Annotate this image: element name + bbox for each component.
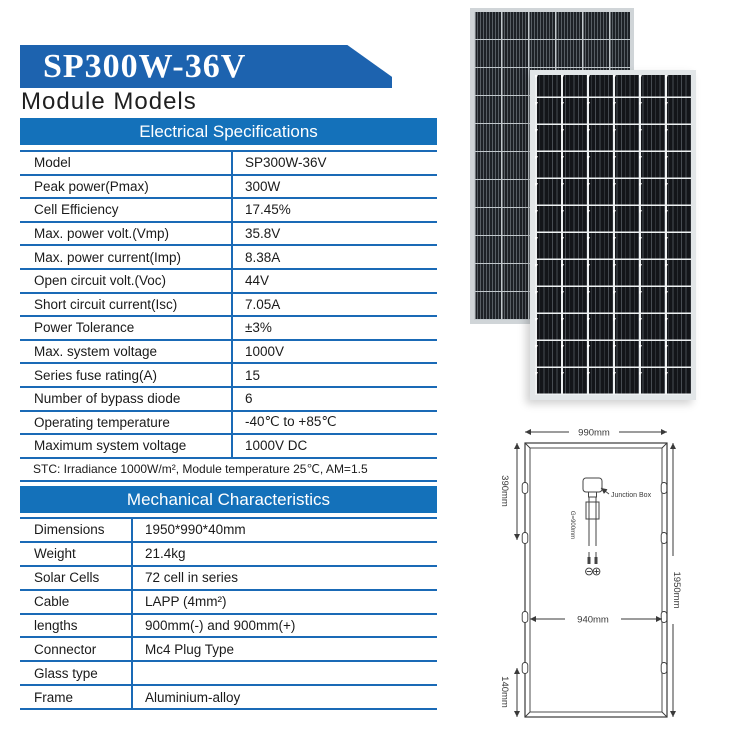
spec-value: 72 cell in series xyxy=(145,570,239,586)
spec-label: Model xyxy=(20,152,233,174)
spec-label: Cable xyxy=(20,590,133,613)
spec-value: SP300W-36V xyxy=(245,155,327,171)
dim-940mm-label: 940mm xyxy=(577,615,609,626)
spec-label: Operating temperature xyxy=(20,411,233,434)
table-row: Cable LAPP (4mm²) xyxy=(20,590,437,615)
table-row: Connector Mc4 Plug Type xyxy=(20,638,437,663)
spec-value: 300W xyxy=(245,178,281,194)
junction-box-leader-line xyxy=(600,487,610,495)
spec-value: 15 xyxy=(245,367,261,383)
spec-label: Peak power(Pmax) xyxy=(20,175,233,198)
dimension-diagram: Junction Box G=900mm 990mm 390mm 1950mm … xyxy=(499,428,682,718)
spec-label: Number of bypass diode xyxy=(20,387,233,410)
mechanical-specs-table: Dimensions 1950*990*40mm Weight 21.4kg S… xyxy=(20,517,437,711)
spec-value: 6 xyxy=(245,391,253,407)
table-row: lengths 900mm(-) and 900mm(+) xyxy=(20,614,437,639)
electrical-specs-header: Electrical Specifications xyxy=(20,118,437,145)
panel-frame-outline xyxy=(524,442,668,718)
spec-label: Power Tolerance xyxy=(20,317,233,339)
spec-label: Series fuse rating(A) xyxy=(20,364,233,386)
solar-panel-front-image xyxy=(530,70,696,400)
spec-label: Glass type xyxy=(20,662,133,685)
dim-1950mm-label: 1950mm xyxy=(671,572,682,609)
spec-value: -40℃ to +85℃ xyxy=(245,414,337,430)
electrical-specs-table: Model SP300W-36V Peak power(Pmax) 300W C… xyxy=(20,150,437,482)
table-row: Cell Efficiency 17.45% xyxy=(20,199,437,223)
spec-value: 1950*990*40mm xyxy=(145,522,246,538)
spec-value: 44V xyxy=(245,273,270,289)
table-row: Max. power volt.(Vmp) 35.8V xyxy=(20,222,437,247)
page-title: Module Models xyxy=(21,88,197,115)
spec-value: Aluminium-alloy xyxy=(145,689,241,705)
dim-390mm-label: 390mm xyxy=(499,475,510,507)
table-row: Operating temperature -40℃ to +85℃ xyxy=(20,411,437,436)
table-row: Peak power(Pmax) 300W xyxy=(20,175,437,200)
spec-value: LAPP (4mm²) xyxy=(145,594,227,610)
table-row: Model SP300W-36V xyxy=(20,152,437,176)
model-name: SP300W-36V xyxy=(43,48,247,85)
spec-value: 35.8V xyxy=(245,226,281,242)
spec-value: 7.05A xyxy=(245,296,281,312)
table-row: Frame Aluminium-alloy xyxy=(20,686,437,711)
spec-label: Max. power volt.(Vmp) xyxy=(20,222,233,245)
table-row: Number of bypass diode 6 xyxy=(20,387,437,412)
table-row: Short circuit current(Isc) 7.05A xyxy=(20,293,437,318)
dim-990mm-label: 990mm xyxy=(578,428,610,439)
spec-value: 21.4kg xyxy=(145,546,186,562)
table-row: Glass type xyxy=(20,662,437,687)
spec-label: Dimensions xyxy=(20,519,133,541)
dim-140mm-label: 140mm xyxy=(499,676,510,708)
junction-box-label: Junction Box xyxy=(611,492,652,499)
spec-label: Cell Efficiency xyxy=(20,199,233,221)
spec-value: 1000V DC xyxy=(245,438,308,454)
table-row: Weight 21.4kg xyxy=(20,542,437,567)
spec-value: 900mm(-) and 900mm(+) xyxy=(145,618,296,633)
model-ribbon: SP300W-36V xyxy=(20,45,392,88)
cable-length-label: G=900mm xyxy=(569,511,575,539)
spec-label: Maximum system voltage xyxy=(20,435,233,457)
junction-box xyxy=(582,477,603,564)
spec-label: Solar Cells xyxy=(20,566,133,589)
spec-label: lengths xyxy=(20,614,133,637)
spec-value: 8.38A xyxy=(245,249,281,265)
spec-label: Connector xyxy=(20,638,133,661)
spec-label: Frame xyxy=(20,686,133,709)
spec-value: 1000V xyxy=(245,344,285,360)
table-row: Solar Cells 72 cell in series xyxy=(20,566,437,591)
spec-label: Short circuit current(Isc) xyxy=(20,293,233,316)
spec-value: 17.45% xyxy=(245,202,291,218)
spec-label: Weight xyxy=(20,542,133,565)
spec-value: Mc4 Plug Type xyxy=(145,641,235,657)
table-row: Max. power current(Imp) 8.38A xyxy=(20,246,437,270)
spec-label: Open circuit volt.(Voc) xyxy=(20,269,233,292)
table-row: Maximum system voltage 1000V DC xyxy=(20,435,437,459)
table-row: Max. system voltage 1000V xyxy=(20,340,437,365)
table-row: Series fuse rating(A) 15 xyxy=(20,364,437,388)
spec-value: ±3% xyxy=(245,320,272,336)
mechanical-specs-header: Mechanical Characteristics xyxy=(20,486,437,513)
mounting-holes xyxy=(521,482,668,674)
mc4-polarity-icons xyxy=(585,567,601,576)
table-row: Open circuit volt.(Voc) 44V xyxy=(20,269,437,294)
table-row: Dimensions 1950*990*40mm xyxy=(20,519,437,543)
spec-label: Max. system voltage xyxy=(20,340,233,363)
stc-note: STC: Irradiance 1000W/m², Module tempera… xyxy=(20,459,437,482)
table-row: Power Tolerance ±3% xyxy=(20,317,437,341)
spec-label: Max. power current(Imp) xyxy=(20,246,233,268)
